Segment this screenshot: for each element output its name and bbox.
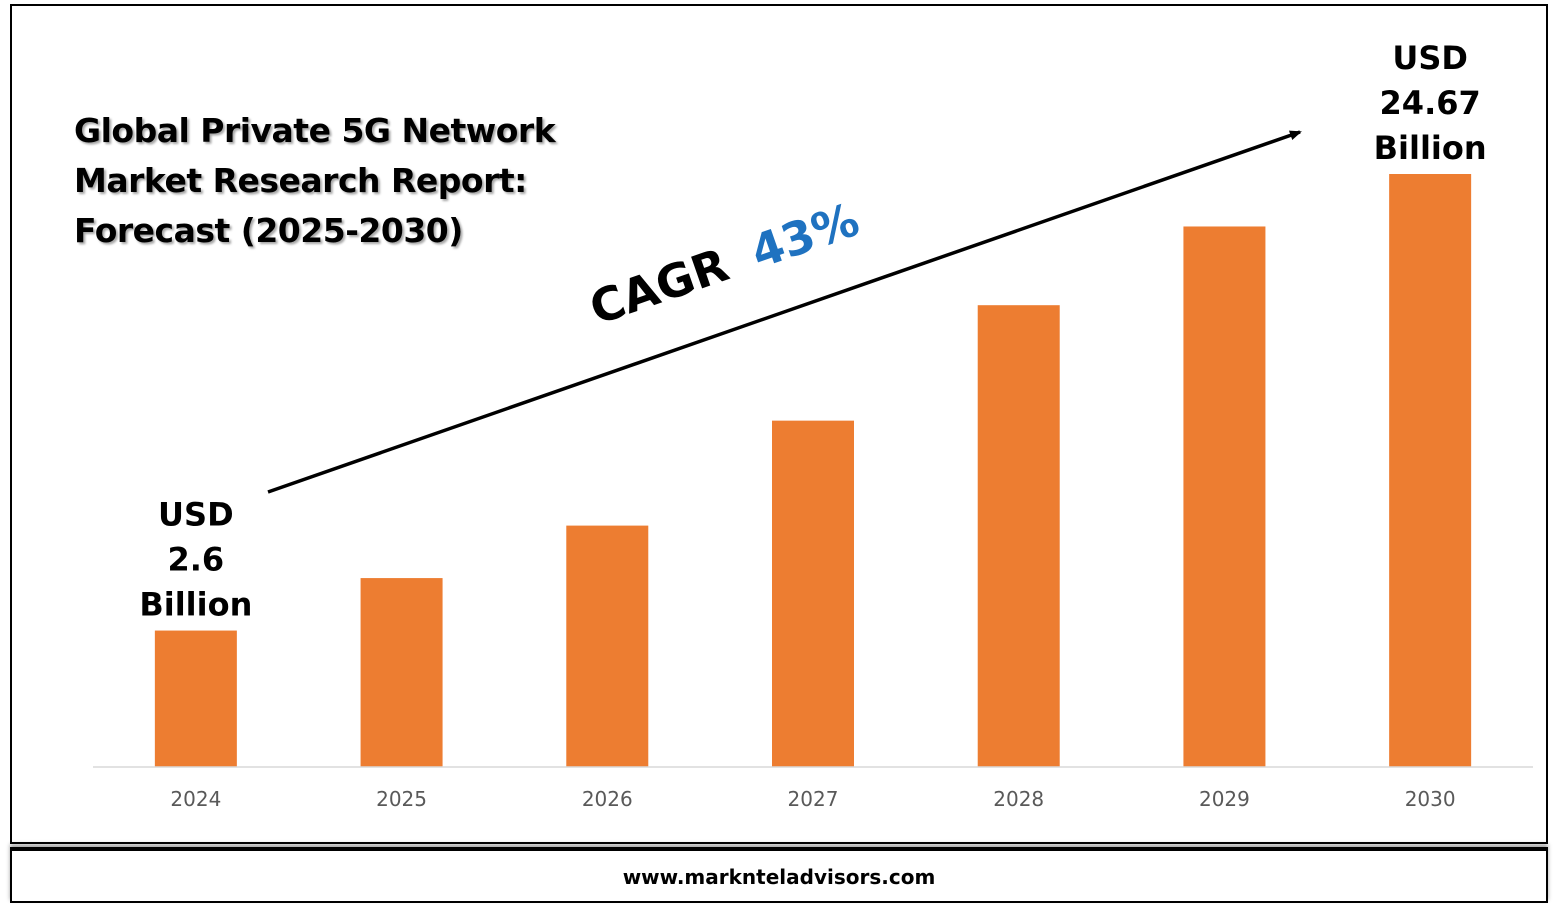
bar-chart: 2024 2025 2026 2027 2028 2029 2030 USD 2.6 Billi…: [93, 39, 1533, 811]
cagr-label: CAGR: [583, 238, 735, 336]
bar-2029: [1183, 226, 1266, 767]
x-tick-labels: 2024 2025 2026 2027 2028 2029 2030: [170, 787, 1455, 811]
value-label-2030-line-3: Billion: [1374, 129, 1487, 167]
bar-2027: [772, 420, 854, 767]
value-labels-group: USD 2.6 Billion USD 24.67 Billion: [139, 39, 1486, 624]
bar-2028: [977, 305, 1060, 767]
x-tick-2027: 2027: [788, 787, 839, 811]
cagr-annotation: CAGR 43%: [583, 192, 866, 335]
x-tick-2029: 2029: [1199, 787, 1250, 811]
x-tick-2026: 2026: [582, 787, 633, 811]
title-line-1: Global Private 5G Network: [74, 111, 556, 150]
value-label-2024-line-2: 2.6: [168, 541, 225, 579]
bar-2025: [360, 578, 443, 767]
cagr-trend-arrow: [267, 130, 1302, 494]
value-label-2024-line-3: Billion: [139, 586, 252, 624]
value-label-2024-line-1: USD: [158, 496, 234, 534]
value-label-2030-line-2: 24.67: [1380, 84, 1481, 122]
title-line-3: Forecast (2025-2030): [74, 211, 463, 250]
cagr-value: 43%: [744, 192, 866, 279]
bar-2026: [566, 525, 649, 767]
footer-website[interactable]: www.marknteladvisors.com: [622, 865, 936, 889]
bar-2030: [1389, 174, 1472, 767]
bars-group: [154, 174, 1472, 767]
x-tick-2028: 2028: [993, 787, 1044, 811]
bar-2024: [154, 630, 237, 767]
footer-bar: www.marknteladvisors.com: [10, 847, 1548, 903]
value-label-2030: USD 24.67 Billion: [1374, 39, 1487, 167]
x-tick-2024: 2024: [170, 787, 221, 811]
x-tick-2030: 2030: [1405, 787, 1456, 811]
x-tick-2025: 2025: [376, 787, 427, 811]
chart-title: Global Private 5G Network Market Researc…: [74, 106, 674, 256]
title-line-2: Market Research Report:: [74, 161, 527, 200]
value-label-2024: USD 2.6 Billion: [139, 496, 252, 624]
value-label-2030-line-1: USD: [1392, 39, 1468, 77]
